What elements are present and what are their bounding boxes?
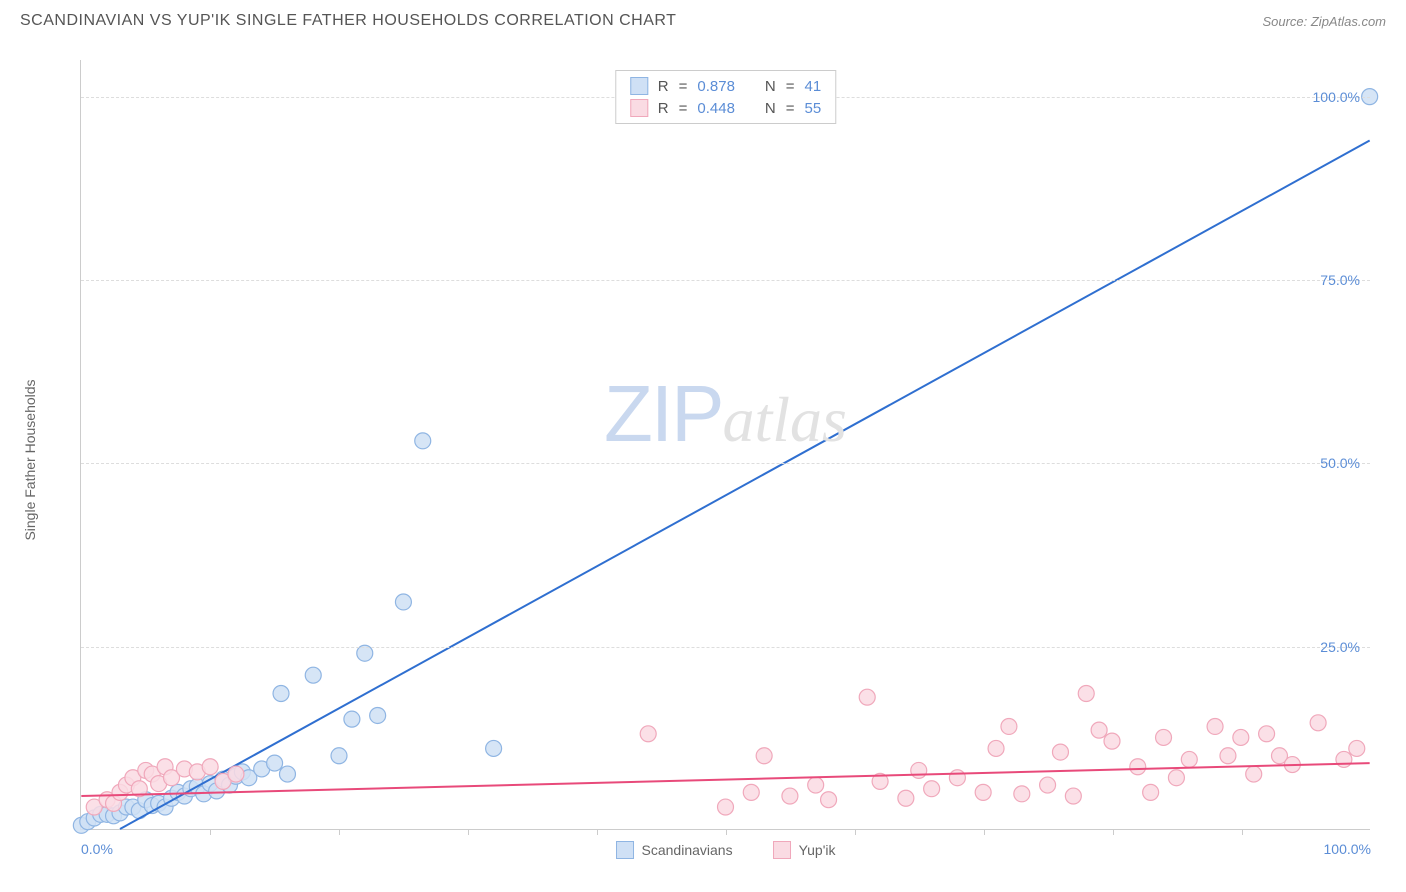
x-tick [468, 829, 469, 835]
data-point [859, 689, 875, 705]
x-tick [339, 829, 340, 835]
x-tick [1242, 829, 1243, 835]
x-tick [597, 829, 598, 835]
y-axis-label: Single Father Households [22, 379, 38, 540]
x-tick-label: 100.0% [1324, 841, 1371, 857]
data-point [1001, 718, 1017, 734]
data-point [1156, 729, 1172, 745]
series-legend: Scandinavians Yup'ik [616, 841, 836, 859]
n-value-2: 55 [805, 100, 822, 117]
data-point [267, 755, 283, 771]
data-point [821, 792, 837, 808]
data-point [640, 726, 656, 742]
plot-area: ZIPatlas R = 0.878 N = 41 R = 0.448 N = [80, 60, 1370, 830]
trend-line [120, 141, 1370, 829]
data-point [1233, 729, 1249, 745]
data-point [486, 740, 502, 756]
y-tick-label: 50.0% [1320, 455, 1360, 471]
x-tick [1113, 829, 1114, 835]
correlation-legend: R = 0.878 N = 41 R = 0.448 N = 55 [615, 70, 836, 124]
plot-svg [81, 60, 1370, 829]
data-point [975, 784, 991, 800]
legend-swatch-yupik [773, 841, 791, 859]
r-value-1: 0.878 [697, 78, 735, 95]
legend-item-yupik: Yup'ik [773, 841, 836, 859]
x-tick [984, 829, 985, 835]
y-tick-label: 25.0% [1320, 639, 1360, 655]
gridline [81, 647, 1370, 648]
data-point [344, 711, 360, 727]
legend-label-scandinavian: Scandinavians [642, 842, 733, 858]
data-point [273, 686, 289, 702]
data-point [1091, 722, 1107, 738]
data-point [1336, 751, 1352, 767]
n-value-1: 41 [805, 78, 822, 95]
data-point [1310, 715, 1326, 731]
y-tick-label: 75.0% [1320, 272, 1360, 288]
data-point [415, 433, 431, 449]
data-point [756, 748, 772, 764]
r-label: R [658, 78, 669, 95]
y-tick-label: 100.0% [1313, 89, 1360, 105]
correlation-row-1: R = 0.878 N = 41 [630, 75, 821, 97]
data-point [1065, 788, 1081, 804]
chart-source: Source: ZipAtlas.com [1262, 14, 1386, 29]
eq-3: = [679, 100, 688, 117]
data-point [279, 766, 295, 782]
data-point [782, 788, 798, 804]
data-point [1040, 777, 1056, 793]
data-point [1130, 759, 1146, 775]
eq-2: = [786, 78, 795, 95]
data-point [202, 759, 218, 775]
data-point [1168, 770, 1184, 786]
gridline [81, 280, 1370, 281]
chart-container: Single Father Households ZIPatlas R = 0.… [50, 50, 1386, 870]
data-point [924, 781, 940, 797]
n-label-2: N [765, 100, 776, 117]
x-tick-label: 0.0% [81, 841, 113, 857]
data-point [1104, 733, 1120, 749]
data-point [1259, 726, 1275, 742]
data-point [1078, 686, 1094, 702]
swatch-scandinavian [630, 77, 648, 95]
legend-swatch-scandinavian [616, 841, 634, 859]
chart-header: SCANDINAVIAN VS YUP'IK SINGLE FATHER HOU… [0, 0, 1406, 38]
data-point [743, 784, 759, 800]
data-point [949, 770, 965, 786]
swatch-yupik [630, 99, 648, 117]
r-label-2: R [658, 100, 669, 117]
data-point [808, 777, 824, 793]
data-point [1143, 784, 1159, 800]
data-point [1207, 718, 1223, 734]
gridline [81, 463, 1370, 464]
n-label-1: N [765, 78, 776, 95]
eq-4: = [786, 100, 795, 117]
data-point [1349, 740, 1365, 756]
data-point [1220, 748, 1236, 764]
data-point [1014, 786, 1030, 802]
data-point [370, 707, 386, 723]
data-point [1246, 766, 1262, 782]
legend-item-scandinavian: Scandinavians [616, 841, 733, 859]
chart-title: SCANDINAVIAN VS YUP'IK SINGLE FATHER HOU… [20, 12, 676, 30]
correlation-row-2: R = 0.448 N = 55 [630, 97, 821, 119]
data-point [395, 594, 411, 610]
data-point [718, 799, 734, 815]
data-point [898, 790, 914, 806]
r-value-2: 0.448 [697, 100, 735, 117]
data-point [1052, 744, 1068, 760]
data-point [1181, 751, 1197, 767]
x-tick [855, 829, 856, 835]
eq-1: = [679, 78, 688, 95]
data-point [911, 762, 927, 778]
data-point [228, 766, 244, 782]
x-tick [210, 829, 211, 835]
x-tick [726, 829, 727, 835]
legend-label-yupik: Yup'ik [799, 842, 836, 858]
data-point [305, 667, 321, 683]
data-point [988, 740, 1004, 756]
data-point [331, 748, 347, 764]
